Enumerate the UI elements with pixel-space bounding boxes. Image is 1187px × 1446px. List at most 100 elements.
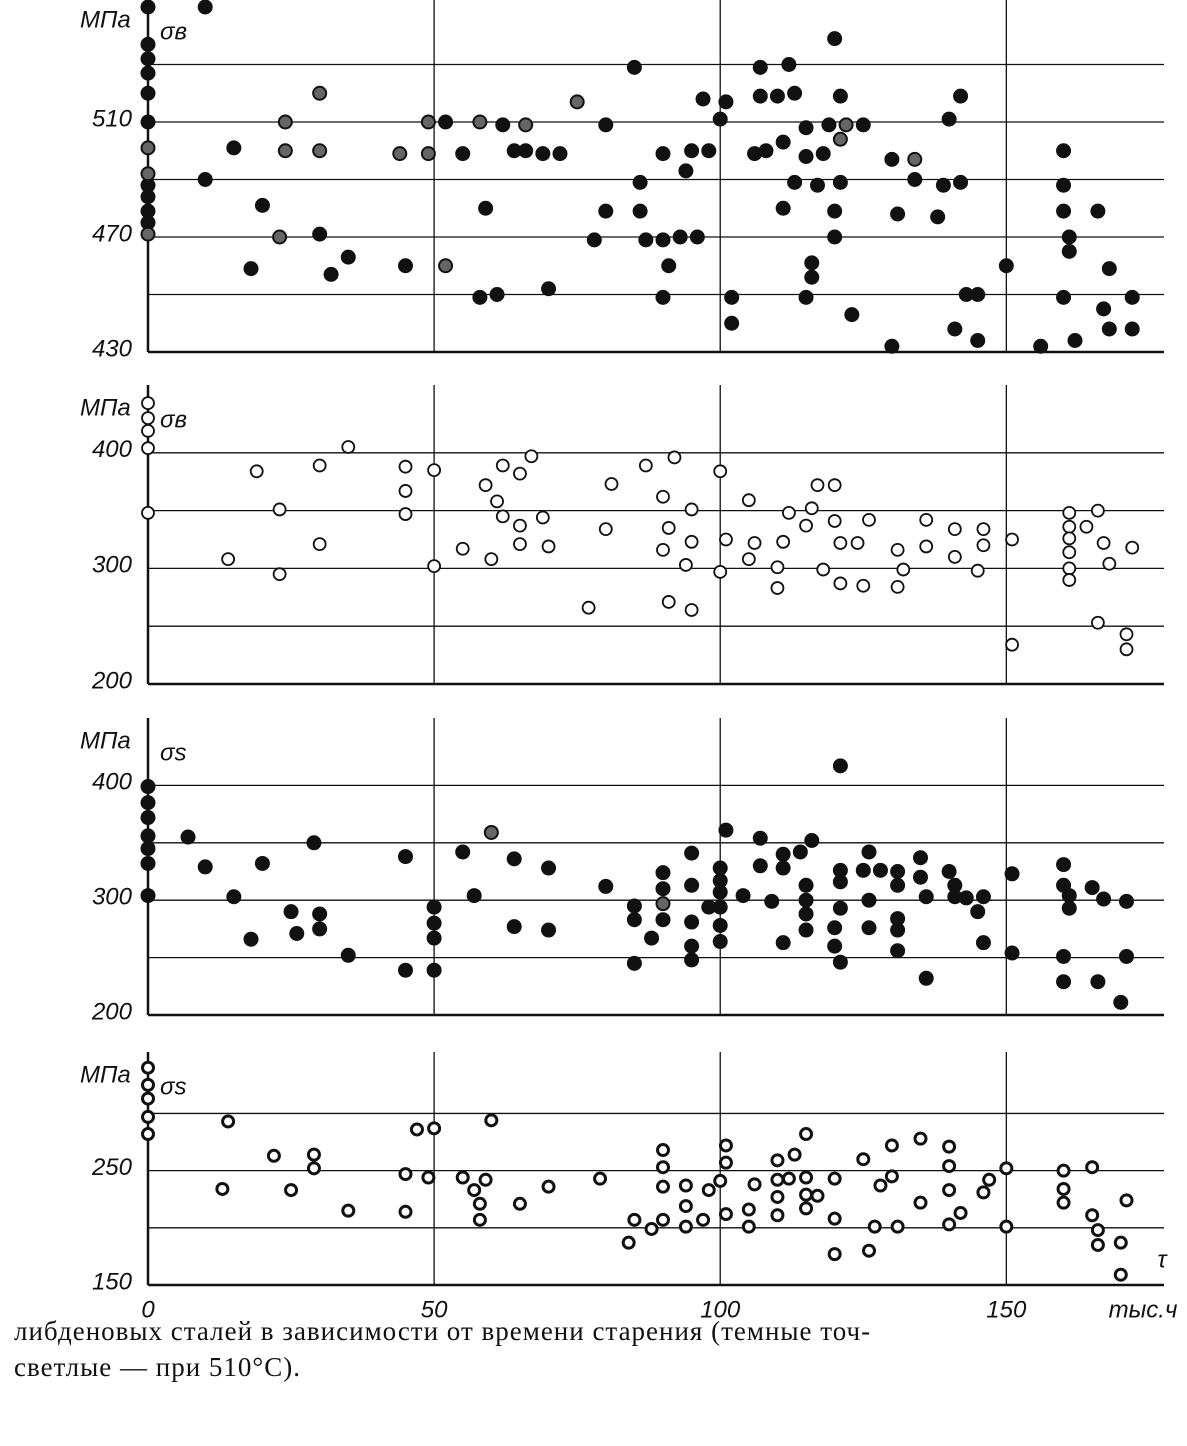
data-point: [483, 824, 499, 840]
data-point: [661, 258, 677, 274]
data-point: [243, 931, 259, 947]
data-point: [1102, 556, 1117, 571]
data-point: [427, 1121, 442, 1136]
data-point: [341, 1203, 356, 1218]
data-point: [713, 564, 728, 579]
data-point: [799, 1170, 814, 1185]
data-point: [855, 862, 871, 878]
data-point: [861, 844, 877, 860]
data-point: [141, 1091, 155, 1106]
data-point: [942, 1217, 957, 1232]
y-axis-label: МПа: [80, 727, 131, 754]
data-point: [398, 258, 413, 274]
data-point: [890, 877, 906, 893]
data-point: [140, 65, 156, 81]
data-point: [827, 920, 843, 936]
data-point: [306, 1147, 321, 1162]
data-point: [787, 174, 803, 190]
data-point: [947, 321, 963, 337]
data-point: [409, 1122, 424, 1137]
data-point: [249, 464, 264, 479]
data-point: [1119, 627, 1134, 642]
data-point: [141, 1077, 155, 1092]
data-point: [827, 938, 843, 954]
data-point: [1090, 974, 1106, 990]
data-point: [713, 464, 728, 479]
data-point: [890, 579, 905, 594]
data-point: [862, 1243, 876, 1258]
data-point: [656, 543, 670, 557]
data-point: [1101, 261, 1117, 277]
data-point: [272, 567, 287, 582]
data-point: [627, 1212, 642, 1227]
data-point: [140, 189, 156, 205]
data-point: [850, 536, 865, 550]
data-point: [792, 844, 808, 860]
data-point: [655, 865, 671, 881]
data-point: [832, 900, 848, 916]
data-point: [506, 919, 522, 935]
data-point: [827, 31, 843, 47]
data-point: [141, 1060, 155, 1075]
data-point: [896, 562, 911, 577]
data-point: [284, 1183, 299, 1198]
data-point: [769, 88, 785, 104]
data-point: [392, 146, 408, 162]
data-point: [467, 1183, 482, 1198]
data-point: [427, 559, 442, 573]
data-point: [226, 889, 242, 905]
data-point: [140, 36, 156, 52]
data-point: [862, 512, 876, 527]
data-point: [340, 947, 356, 963]
data-point: [770, 1153, 785, 1168]
data-point: [827, 478, 842, 493]
data-point: [890, 1219, 905, 1234]
data-point: [799, 1187, 814, 1202]
data-point: [598, 203, 614, 219]
data-point: [140, 888, 156, 904]
data-point: [953, 174, 969, 190]
data-point: [484, 552, 499, 567]
data-point: [513, 518, 527, 533]
data-point: [810, 478, 825, 493]
data-point: [712, 917, 728, 933]
data-point: [781, 506, 796, 520]
y-tick-label: 200: [91, 667, 133, 694]
data-point: [656, 1179, 670, 1194]
data-point: [970, 563, 985, 578]
data-point: [541, 922, 557, 938]
data-point: [747, 1177, 762, 1192]
data-point: [890, 864, 906, 879]
data-point: [140, 828, 156, 844]
data-point: [998, 258, 1014, 274]
data-point: [844, 307, 860, 323]
data-point: [712, 934, 728, 950]
caption-line: светлые — при 510°С).: [14, 1352, 301, 1382]
data-point: [884, 338, 900, 354]
data-point: [506, 851, 522, 867]
data-point: [221, 1114, 236, 1129]
data-point: [420, 114, 436, 130]
data-point: [466, 888, 482, 904]
data-point: [1119, 642, 1134, 657]
data-point: [833, 536, 848, 550]
data-point: [696, 1212, 711, 1227]
data-point: [1056, 143, 1072, 159]
data-point: [799, 518, 813, 533]
data-point: [1004, 866, 1020, 882]
data-point: [644, 930, 660, 946]
data-point: [1079, 519, 1094, 534]
data-point: [341, 440, 356, 454]
data-point: [999, 1161, 1014, 1176]
data-point: [495, 509, 510, 524]
data-point: [1062, 531, 1077, 546]
data-point: [140, 810, 156, 826]
data-point: [907, 151, 923, 167]
data-point: [684, 914, 700, 930]
data-point: [140, 114, 156, 130]
data-point: [741, 1219, 756, 1234]
data-point: [884, 1169, 899, 1184]
data-point: [684, 143, 700, 159]
data-point: [999, 1219, 1014, 1234]
